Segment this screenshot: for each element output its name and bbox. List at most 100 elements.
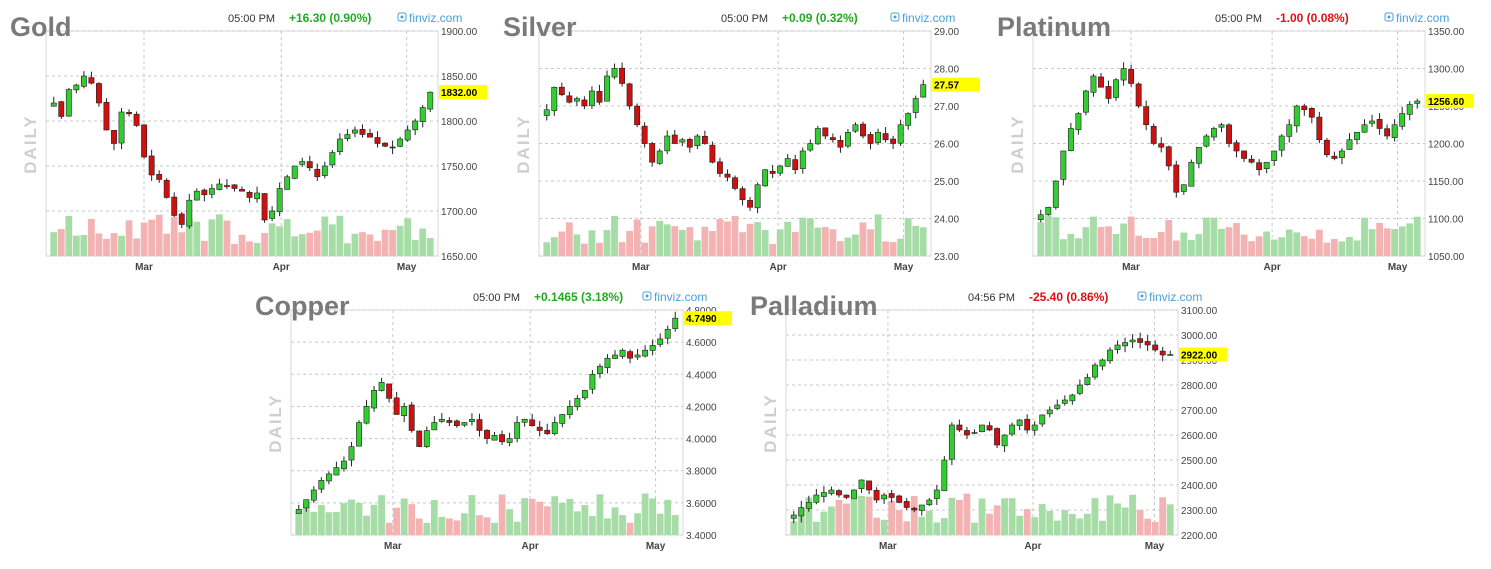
candle-body [837, 140, 844, 148]
volume-bar [1187, 239, 1195, 256]
candle-body [359, 129, 366, 135]
candle-body [866, 480, 872, 491]
candle-body [193, 190, 200, 201]
candle-body [506, 438, 513, 443]
candle-body [453, 420, 460, 427]
candle-body [1144, 341, 1151, 346]
candle-body [156, 174, 163, 180]
finviz-link[interactable]: finviz.com [654, 290, 707, 304]
volume-bar [291, 236, 299, 256]
candle-body [941, 459, 948, 492]
candle-body [754, 184, 761, 209]
volume-bar [850, 499, 858, 535]
candle-body [1113, 79, 1119, 98]
candle-body [574, 398, 581, 408]
volume-bar [1044, 215, 1052, 256]
candle-body [664, 328, 671, 339]
volume-bar [393, 507, 401, 535]
volume-bar [940, 517, 948, 535]
candle-body [732, 177, 738, 189]
volume-bar [1353, 240, 1361, 256]
candle-body [1233, 142, 1240, 152]
gold-chart[interactable]: 1900.00 1850.00 1800.00 1750.00 1700.00 1650.… [8, 6, 498, 281]
candle-body [1241, 150, 1247, 159]
copper-chart[interactable]: 4.80004.60004.40004.20004.00003.80003.60… [253, 285, 743, 560]
volume-bar [746, 223, 754, 256]
candle-body [246, 191, 253, 198]
volume-bar [163, 233, 171, 256]
volume-bar [321, 216, 329, 256]
candle-body [551, 422, 558, 435]
chart-svg: 1350.001300.001250.001200.001150.001100.… [997, 11, 1474, 273]
candle-body [873, 490, 880, 501]
candle-body [186, 199, 193, 227]
volume-bar [888, 500, 896, 535]
volume-bar [1278, 237, 1286, 256]
month-label: Apr [1264, 262, 1281, 273]
palladium-chart[interactable]: 3100.003000.002900.002800.002700.002600.… [748, 285, 1238, 560]
candle-body [1286, 124, 1293, 137]
last-price-label: 1832.00 [441, 88, 478, 99]
candle-body [875, 131, 881, 143]
candle-body [231, 184, 238, 189]
volume-bar [80, 234, 88, 256]
volume-bar [837, 241, 844, 256]
volume-bar [790, 521, 798, 535]
candle-body [378, 382, 385, 391]
candle-body [416, 430, 423, 447]
volume-bar [453, 520, 461, 535]
volume-bar [880, 519, 888, 535]
volume-bar [619, 515, 626, 535]
y-tick-label: 2300.00 [1181, 506, 1218, 517]
silver-chart[interactable]: 29.00 28.00 27.00 26.00 25.00 24.00 23.00 Mar Ap… [501, 6, 991, 281]
volume-bar [912, 225, 920, 256]
candle-body [1092, 364, 1098, 378]
volume-bar [103, 238, 110, 256]
volume-bar [268, 223, 276, 256]
chart-title: Platinum [997, 12, 1111, 42]
candle-body [352, 129, 358, 134]
last-price-marker [684, 311, 732, 326]
volume-bar [671, 515, 679, 535]
chart-title: Silver [503, 12, 577, 42]
volume-bar [797, 510, 805, 535]
finviz-link[interactable]: finviz.com [409, 11, 462, 25]
candle-body [111, 130, 117, 144]
volume-bar [1255, 236, 1263, 256]
finviz-link[interactable]: finviz.com [1149, 290, 1202, 304]
volume-bar [550, 237, 558, 256]
price-change: -1.00 (0.08%) [1276, 11, 1349, 25]
candle-body [1039, 414, 1046, 425]
volume-bar [1398, 226, 1406, 256]
volume-bar [302, 502, 310, 535]
volume-bar [1142, 237, 1150, 256]
candle-body [401, 406, 408, 416]
volume-bar [385, 522, 393, 535]
volume-bar [904, 218, 912, 256]
volume-bar [208, 219, 216, 256]
volume-bar [634, 513, 641, 535]
finviz-link[interactable]: finviz.com [902, 11, 955, 25]
volume-bar [626, 230, 633, 256]
volume-bar [1144, 518, 1152, 535]
volume-bar [641, 242, 649, 256]
volume-bar [185, 219, 193, 256]
platinum-chart[interactable]: 1350.001300.001250.001200.001150.001100.… [995, 6, 1485, 281]
candle-body [141, 124, 148, 158]
volume-bar [276, 226, 284, 256]
candle-body [1159, 350, 1166, 356]
finviz-link[interactable]: finviz.com [1396, 11, 1449, 25]
chart-title: Copper [255, 291, 350, 321]
volume-bar [1308, 238, 1316, 256]
candle-body [686, 139, 693, 148]
period-label: DAILY [761, 393, 780, 452]
candle-body [881, 494, 888, 500]
volume-bar [558, 502, 566, 535]
candle-body [461, 422, 468, 426]
volume-bar [1068, 514, 1076, 535]
y-tick-label: 25.00 [934, 177, 959, 188]
y-tick-label: 1100.00 [1428, 215, 1464, 226]
y-tick-label: 2200.00 [1181, 531, 1218, 542]
candle-body [573, 98, 580, 102]
volume-bar [918, 516, 926, 535]
